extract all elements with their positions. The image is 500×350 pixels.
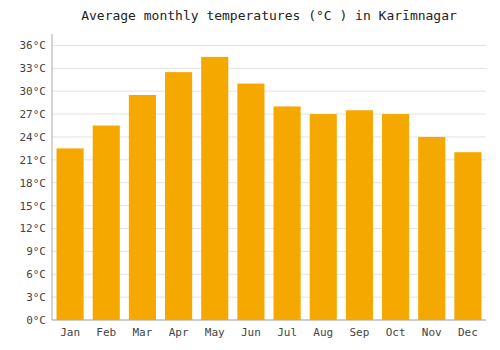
grid	[52, 45, 486, 320]
y-axis-line	[52, 34, 53, 320]
x-tick-label: May	[205, 326, 225, 339]
y-tick-label: 3°C	[26, 291, 46, 304]
bar	[57, 148, 84, 320]
bar	[201, 57, 228, 320]
bar	[165, 72, 192, 320]
x-tick-label: Jul	[277, 326, 297, 339]
bar	[382, 114, 409, 320]
bar	[310, 114, 337, 320]
chart: Average monthly temperatures (°C ) in Ka…	[0, 0, 500, 350]
y-tick-label: 24°C	[20, 131, 47, 144]
x-tick-label: Aug	[313, 326, 333, 339]
y-tick-label: 36°C	[20, 39, 47, 52]
y-tick-label: 27°C	[20, 108, 47, 121]
bar	[129, 95, 156, 320]
x-tick-label: Apr	[169, 326, 189, 339]
chart-container: Average monthly temperatures (°C ) in Ka…	[0, 0, 500, 350]
x-tick-label: Sep	[349, 326, 369, 339]
y-tick-label: 6°C	[26, 268, 46, 281]
x-tick-label: Dec	[458, 326, 478, 339]
y-tick-label: 21°C	[20, 154, 47, 167]
y-tick-label: 30°C	[20, 85, 47, 98]
bar	[346, 110, 373, 320]
y-tick-label: 0°C	[26, 314, 46, 327]
x-tick-label: Jan	[60, 326, 80, 339]
bar	[237, 84, 264, 320]
y-tick-label: 18°C	[20, 177, 47, 190]
title: Average monthly temperatures (°C ) in Ka…	[81, 8, 457, 23]
bar	[454, 152, 481, 320]
y-tick-label: 33°C	[20, 62, 47, 75]
bar	[93, 126, 120, 320]
x-tick-label: Nov	[422, 326, 442, 339]
bar	[274, 106, 301, 320]
x-axis-line	[52, 320, 486, 321]
grid-line	[52, 68, 486, 69]
bar	[418, 137, 445, 320]
x-tick-label: Jun	[241, 326, 261, 339]
y-tick-label: 9°C	[26, 245, 46, 258]
grid-line	[52, 114, 486, 115]
y-tick-label: 12°C	[20, 222, 47, 235]
bars	[57, 57, 482, 320]
x-tick-label: Oct	[386, 326, 406, 339]
x-tick-label: Mar	[132, 326, 152, 339]
y-tick-label: 15°C	[20, 200, 47, 213]
x-tick-label: Feb	[96, 326, 116, 339]
grid-line	[52, 45, 486, 46]
grid-line	[52, 320, 486, 321]
grid-line	[52, 91, 486, 92]
